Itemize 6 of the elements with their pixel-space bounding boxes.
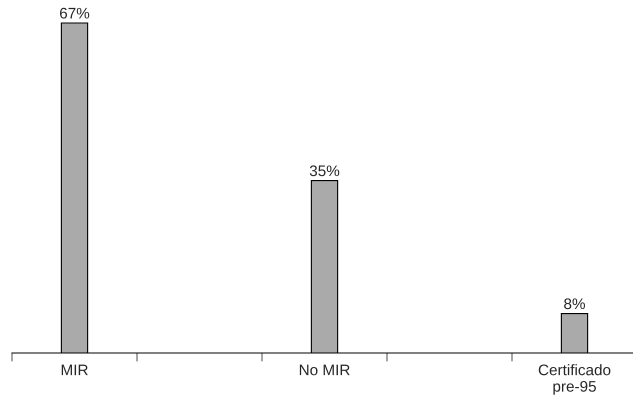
x-tick-label: No MIR bbox=[300, 364, 350, 376]
x-tick-label: Certificado pre-95 bbox=[538, 364, 610, 395]
x-tick-label: MIR bbox=[62, 364, 88, 376]
data-label: 35% bbox=[310, 165, 340, 176]
data-label: 67% bbox=[60, 8, 90, 19]
data-label: 8% bbox=[564, 298, 585, 310]
